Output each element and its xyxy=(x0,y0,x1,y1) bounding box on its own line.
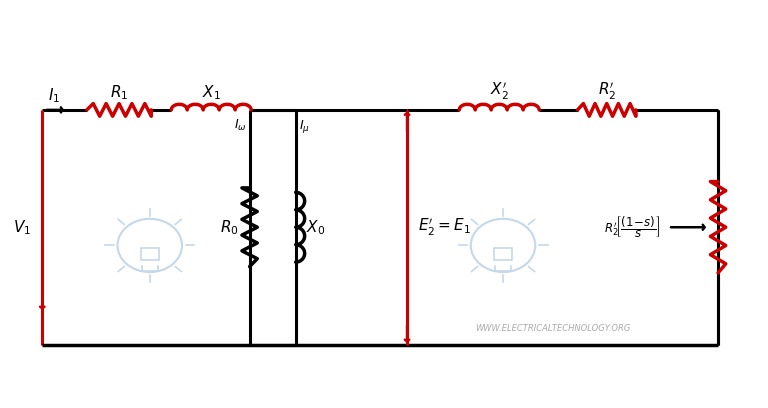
Text: $V_1$: $V_1$ xyxy=(13,218,31,237)
Text: WWW.ELECTRICALTECHNOLOGY.ORG: WWW.ELECTRICALTECHNOLOGY.ORG xyxy=(475,324,631,333)
Text: $R_1$: $R_1$ xyxy=(110,84,128,102)
Text: $R_2'$: $R_2'$ xyxy=(598,81,616,102)
Text: $R_2'\!\left[\dfrac{(1\!-\!s)}{s}\right]$: $R_2'\!\left[\dfrac{(1\!-\!s)}{s}\right]… xyxy=(604,214,660,240)
Text: $I_1$: $I_1$ xyxy=(48,86,61,105)
Bar xyxy=(141,248,159,260)
Text: $E_2' = E_1$: $E_2' = E_1$ xyxy=(418,217,471,238)
Text: $X_1$: $X_1$ xyxy=(202,84,220,102)
Text: $I_\mu$: $I_\mu$ xyxy=(299,118,310,135)
Text: $X_0$: $X_0$ xyxy=(306,218,326,237)
Text: $R_0$: $R_0$ xyxy=(220,218,239,237)
Text: Equivalent Circuit of Induction Motor: Equivalent Circuit of Induction Motor xyxy=(80,16,688,44)
Text: $I_\omega$: $I_\omega$ xyxy=(234,118,247,133)
Text: $X_2'$: $X_2'$ xyxy=(490,81,508,102)
Bar xyxy=(494,248,512,260)
